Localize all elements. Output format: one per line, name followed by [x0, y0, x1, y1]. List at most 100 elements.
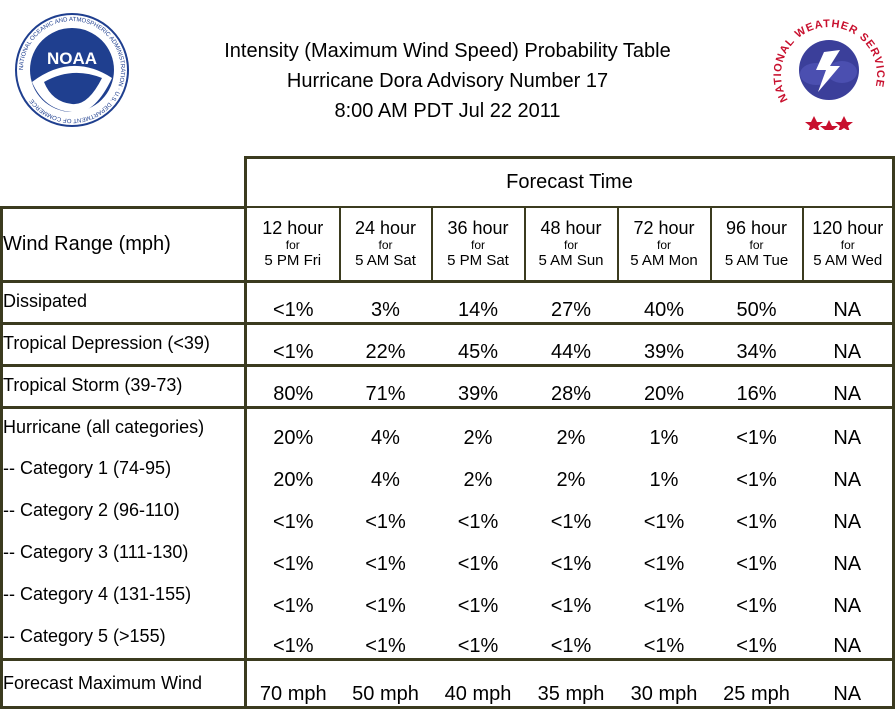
table-cell: NA — [802, 280, 895, 324]
table-row: -- Category 3 (111-130) <1% <1% <1% <1% <1% <1… — [0, 533, 895, 576]
table-cell: <1% — [365, 594, 406, 617]
table-cell: NA — [802, 449, 895, 492]
table-row: -- Category 5 (>155) <1% <1% <1% <1% <1% <1% NA — [0, 617, 895, 660]
table-cell: <1% — [550, 594, 592, 617]
forecast-column-header: 72 hour for 5 AM Mon — [616, 206, 711, 282]
column-hour: 48 hour — [540, 218, 602, 238]
row-label: Tropical Storm (39-73) — [0, 364, 247, 408]
table-cell: <1% — [365, 635, 406, 657]
table-cell: 50% — [710, 280, 803, 324]
column-hour: 36 hour — [447, 218, 509, 238]
table-cell: 2% — [463, 468, 493, 491]
table-row: -- Category 4 (131-155) <1% <1% <1% <1% <1% <1… — [0, 575, 895, 618]
table-cell: 2% — [556, 468, 586, 491]
table-cell: <1% — [457, 510, 499, 533]
table-cell: 80% — [245, 364, 340, 408]
table-cell: 3% — [339, 280, 432, 324]
table-row: Forecast Maximum Wind 70 mph 50 mph 40 mph 3… — [0, 658, 895, 709]
table-cell: NA — [802, 575, 895, 618]
table-cell: <1% — [272, 510, 314, 533]
page-title: Intensity (Maximum Wind Speed) Probabili… — [150, 36, 745, 126]
table-cell: <1% — [457, 594, 499, 617]
table-cell: 35 mph — [524, 658, 618, 709]
table-cell: NA — [802, 491, 895, 534]
column-when: 5 AM Mon — [630, 252, 698, 269]
table-cell: 39% — [431, 364, 525, 408]
table-cell: 30 mph — [617, 658, 711, 709]
table-cell: <1% — [643, 594, 685, 617]
table-row: Hurricane (all categories) 20% 4% 2% 2% 1% <1%… — [0, 406, 895, 450]
row-label: Dissipated — [0, 280, 247, 324]
probability-table: Forecast Time Wind Range (mph) 12 hour for… — [0, 156, 895, 709]
table-cell: 4% — [371, 468, 400, 491]
noaa-logo: NOAA NATIONAL OCEANIC AND ATMOSPHERIC AD… — [14, 12, 130, 128]
table-cell: <1% — [643, 552, 685, 575]
column-when: 5 AM Sun — [538, 252, 604, 269]
nws-logo: NATIONAL WEATHER SERVICE — [770, 8, 888, 136]
table-cell: <1% — [736, 552, 777, 575]
column-hour: 120 hour — [812, 218, 884, 238]
table-cell: 16% — [710, 364, 803, 408]
table-cell: <1% — [643, 635, 685, 657]
forecast-column-header: 120 hour for 5 AM Wed — [801, 206, 895, 282]
column-for: for — [378, 238, 393, 252]
row-label: -- Category 4 (131-155) — [0, 575, 247, 618]
table-row: Tropical Storm (39-73) 80% 71% 39% 28% 20% 16%… — [0, 364, 895, 408]
table-cell: NA — [802, 533, 895, 576]
table-cell: <1% — [736, 468, 777, 491]
table-cell: 4% — [339, 406, 432, 450]
row-label: Hurricane (all categories) — [0, 406, 247, 450]
table-cell: 25 mph — [710, 658, 803, 709]
table-row: Dissipated <1% 3% 14% 27% 40% 50% NA — [0, 280, 895, 324]
table-cell: NA — [802, 617, 895, 660]
table-cell: <1% — [550, 635, 592, 657]
table-cell: 71% — [339, 364, 432, 408]
table-cell: 70 mph — [245, 658, 340, 709]
table-cell: 22% — [339, 322, 432, 366]
column-hour: 72 hour — [633, 218, 695, 238]
forecast-column-header: 48 hour for 5 AM Sun — [523, 206, 618, 282]
table-cell: <1% — [710, 406, 803, 450]
forecast-time-header: Forecast Time — [244, 156, 895, 207]
row-label: -- Category 3 (111-130) — [0, 533, 247, 576]
table-cell: <1% — [736, 594, 777, 617]
row-label: -- Category 1 (74-95) — [0, 449, 247, 492]
column-for: for — [749, 238, 764, 252]
column-when: 5 AM Wed — [813, 252, 883, 269]
table-cell: <1% — [550, 510, 592, 533]
table-cell: <1% — [272, 635, 314, 657]
table-cell: 2% — [524, 406, 618, 450]
wind-range-header: Wind Range (mph) — [0, 205, 246, 283]
table-cell: <1% — [365, 552, 406, 575]
table-cell: <1% — [365, 510, 406, 533]
svg-text:NOAA: NOAA — [47, 49, 97, 68]
forecast-column-header: 36 hour for 5 PM Sat — [430, 206, 525, 282]
table-cell: 14% — [431, 280, 525, 324]
column-for: for — [656, 238, 671, 252]
column-hour: 24 hour — [354, 218, 417, 238]
table-cell: 40 mph — [431, 658, 525, 709]
table-cell: <1% — [457, 552, 499, 575]
table-cell: NA — [802, 364, 895, 408]
table-cell: NA — [802, 406, 895, 450]
row-label: Tropical Depression (<39) — [0, 322, 247, 366]
row-label: Forecast Maximum Wind — [0, 658, 247, 709]
table-cell: NA — [802, 322, 895, 366]
column-for: for — [840, 238, 855, 252]
table-cell: <1% — [457, 635, 499, 657]
table-cell: NA — [802, 658, 895, 709]
title-line-1: Intensity (Maximum Wind Speed) Probabili… — [224, 40, 671, 62]
forecast-column-header: 24 hour for 5 AM Sat — [338, 206, 432, 282]
column-when: 5 AM Tue — [724, 252, 789, 269]
column-hour: 96 hour — [725, 218, 788, 238]
table-cell: 20% — [273, 468, 314, 491]
table-cell: <1% — [736, 635, 777, 657]
column-hour: 12 hour — [262, 218, 324, 238]
column-for: for — [563, 238, 578, 252]
corner-blank — [1, 157, 246, 207]
table-cell: <1% — [245, 322, 340, 366]
column-for: for — [285, 238, 300, 252]
table-cell: <1% — [550, 552, 592, 575]
table-row: Tropical Depression (<39) <1% 22% 45% 44% 39%… — [0, 322, 895, 366]
column-when: 5 PM Sat — [447, 252, 509, 269]
